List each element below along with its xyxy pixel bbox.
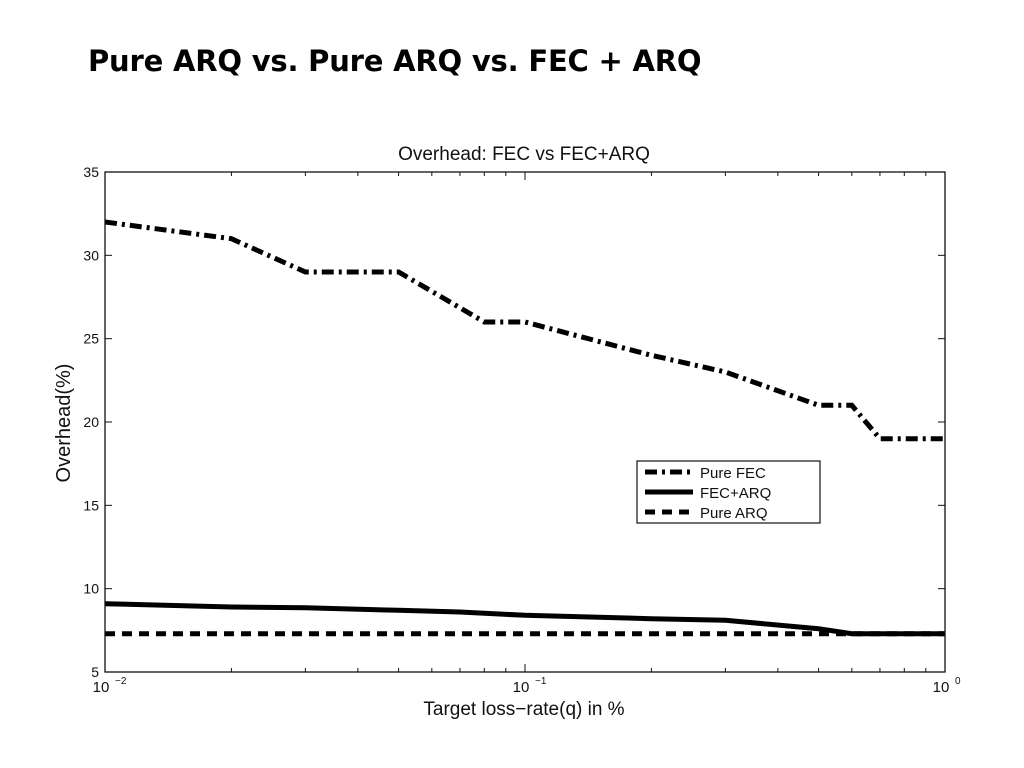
y-tick-label: 10 bbox=[83, 581, 99, 597]
legend-label: FEC+ARQ bbox=[700, 485, 771, 502]
legend-label: Pure FEC bbox=[700, 465, 766, 482]
y-tick-label: 15 bbox=[83, 497, 99, 513]
y-tick-label: 5 bbox=[91, 664, 99, 680]
x-tick-label: 10 bbox=[933, 679, 950, 696]
slide-title: Pure ARQ vs. Pure ARQ vs. FEC + ARQ bbox=[88, 44, 702, 78]
series-line-pure-fec bbox=[105, 219, 945, 442]
x-tick-exponent: −2 bbox=[115, 676, 127, 687]
x-axis-label: Target loss−rate(q) in % bbox=[423, 699, 624, 720]
y-tick-label: 35 bbox=[83, 164, 99, 180]
plot-frame bbox=[104, 171, 946, 673]
x-tick-label: 10 bbox=[93, 679, 110, 696]
y-tick-label: 20 bbox=[83, 414, 99, 430]
x-tick-exponent: 0 bbox=[955, 676, 961, 687]
chart-title: Overhead: FEC vs FEC+ARQ bbox=[398, 144, 650, 165]
legend: Pure FEC FEC+ARQ Pure ARQ bbox=[636, 460, 821, 524]
series-line-fec-arq bbox=[105, 601, 945, 637]
y-tick-label: 25 bbox=[83, 331, 99, 347]
legend-label: Pure ARQ bbox=[700, 505, 768, 522]
y-axis-label: Overhead(%) bbox=[53, 364, 75, 483]
x-tick-exponent: −1 bbox=[535, 676, 547, 687]
x-tick-label: 10 bbox=[513, 679, 530, 696]
y-tick-label: 30 bbox=[83, 247, 99, 263]
